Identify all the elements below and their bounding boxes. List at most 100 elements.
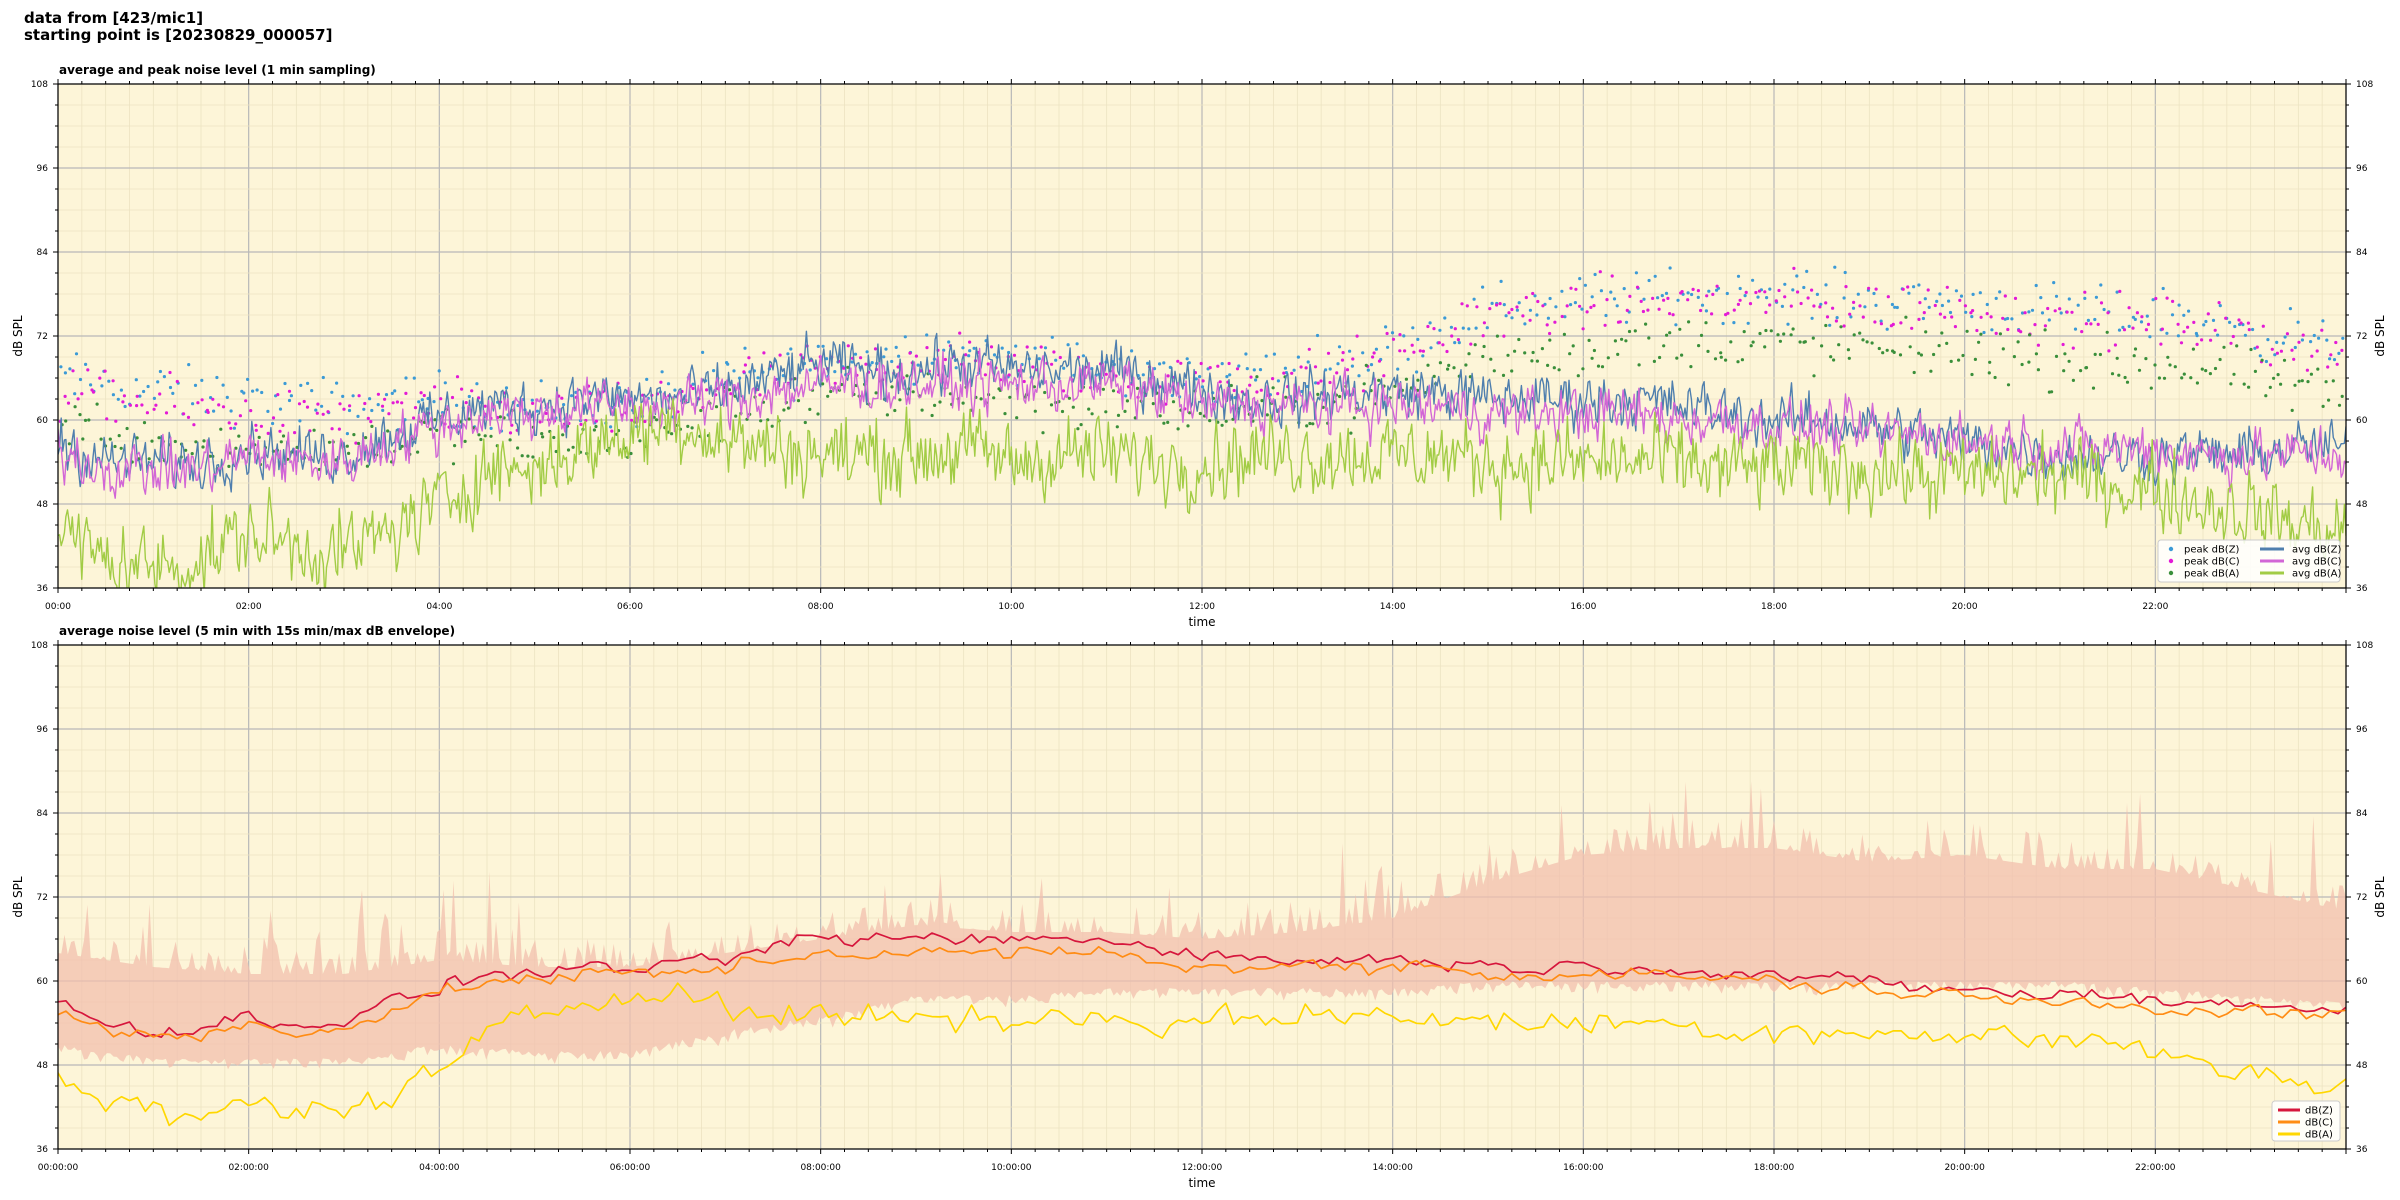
scatter-point [190, 452, 194, 456]
scatter-point [2117, 373, 2121, 377]
scatter-point [1510, 369, 1514, 373]
scatter-point [1201, 379, 1205, 383]
scatter-point [1067, 396, 1071, 400]
scatter-point [1248, 383, 1252, 387]
scatter-point [2084, 322, 2088, 326]
scatter-point [2171, 299, 2175, 303]
scatter-point [1187, 361, 1191, 365]
scatter-point [1740, 358, 1744, 362]
scatter-point [347, 451, 351, 455]
scatter-point [1789, 304, 1793, 308]
scatter-point [786, 352, 790, 356]
scatter-point [1613, 339, 1617, 343]
scatter-point [455, 403, 459, 407]
scatter-point [64, 419, 68, 423]
y-tick-label-right: 84 [2356, 809, 2368, 819]
scatter-point [2326, 365, 2330, 369]
scatter-point [103, 369, 107, 373]
scatter-point [1554, 305, 1558, 309]
scatter-point [890, 385, 894, 389]
scatter-point [1764, 310, 1768, 314]
x-tick-label: 12:00 [1189, 602, 1215, 612]
scatter-point [422, 393, 426, 398]
scatter-point [1390, 331, 1395, 335]
scatter-point [629, 451, 633, 456]
scatter-point [209, 396, 213, 400]
scatter-point [164, 411, 169, 415]
scatter-point [1115, 425, 1119, 429]
scatter-point [1763, 290, 1767, 294]
scatter-point [162, 375, 166, 379]
scatter-point [432, 400, 436, 404]
scatter-point [1557, 368, 1561, 372]
scatter-point [2275, 340, 2279, 344]
scatter-point [1340, 358, 1345, 362]
scatter-point [1751, 278, 1755, 282]
scatter-point [1012, 353, 1017, 357]
scatter-point [1938, 312, 1942, 316]
scatter-point [370, 424, 374, 428]
scatter-point [357, 394, 361, 398]
scatter-point [1818, 305, 1822, 309]
scatter-point [276, 393, 280, 397]
scatter-point [1335, 371, 1339, 375]
scatter-point [2027, 310, 2031, 314]
scatter-point [2013, 296, 2018, 300]
scatter-point [1746, 321, 1750, 325]
scatter-point [1581, 367, 1585, 371]
scatter-point [1429, 346, 1433, 350]
scatter-point [1501, 373, 1506, 377]
scatter-point [2232, 372, 2236, 376]
scatter-point [571, 445, 575, 449]
scatter-point [1886, 295, 1890, 299]
y-tick-label: 36 [37, 1145, 49, 1155]
scatter-point [2127, 306, 2131, 310]
scatter-point [1585, 310, 1589, 314]
scatter-point [1892, 350, 1896, 354]
scatter-point [386, 429, 390, 433]
scatter-point [168, 370, 172, 375]
scatter-point [2195, 334, 2199, 338]
scatter-point [781, 374, 785, 378]
scatter-point [1488, 307, 1492, 311]
scatter-point [2020, 311, 2025, 315]
scatter-point [63, 371, 67, 375]
scatter-point [1531, 350, 1535, 355]
scatter-point [2293, 345, 2297, 350]
scatter-point [219, 427, 223, 431]
scatter-point [2229, 341, 2233, 345]
scatter-point [417, 400, 421, 404]
scatter-point [561, 433, 565, 437]
scatter-point [1461, 326, 1465, 330]
scatter-point [2149, 386, 2153, 390]
scatter-point [2106, 311, 2110, 315]
scatter-point [2309, 340, 2313, 344]
scatter-point [1898, 353, 1903, 357]
y-tick-label: 60 [37, 416, 49, 426]
scatter-point [1481, 285, 1485, 289]
scatter-point [142, 389, 146, 394]
scatter-point [1644, 322, 1648, 326]
scatter-point [1548, 296, 1552, 301]
scatter-point [71, 369, 75, 373]
scatter-point [1982, 330, 1986, 335]
scatter-point [257, 435, 261, 439]
scatter-point [930, 413, 934, 418]
scatter-point [2079, 369, 2083, 373]
scatter-point [1199, 361, 1203, 366]
scatter-point [2222, 345, 2226, 349]
scatter-point [1910, 326, 1914, 330]
scatter-point [1706, 349, 1710, 353]
scatter-point [690, 426, 694, 430]
scatter-point [196, 401, 200, 405]
scatter-point [1507, 311, 1511, 315]
scatter-point [1824, 323, 1828, 328]
scatter-point [1849, 315, 1853, 319]
scatter-point [964, 353, 968, 357]
scatter-point [1560, 289, 1564, 293]
scatter-point [1315, 333, 1320, 338]
scatter-point [1218, 380, 1222, 384]
scatter-point [2300, 338, 2304, 342]
scatter-point [2003, 317, 2007, 321]
scatter-point [2200, 367, 2204, 371]
